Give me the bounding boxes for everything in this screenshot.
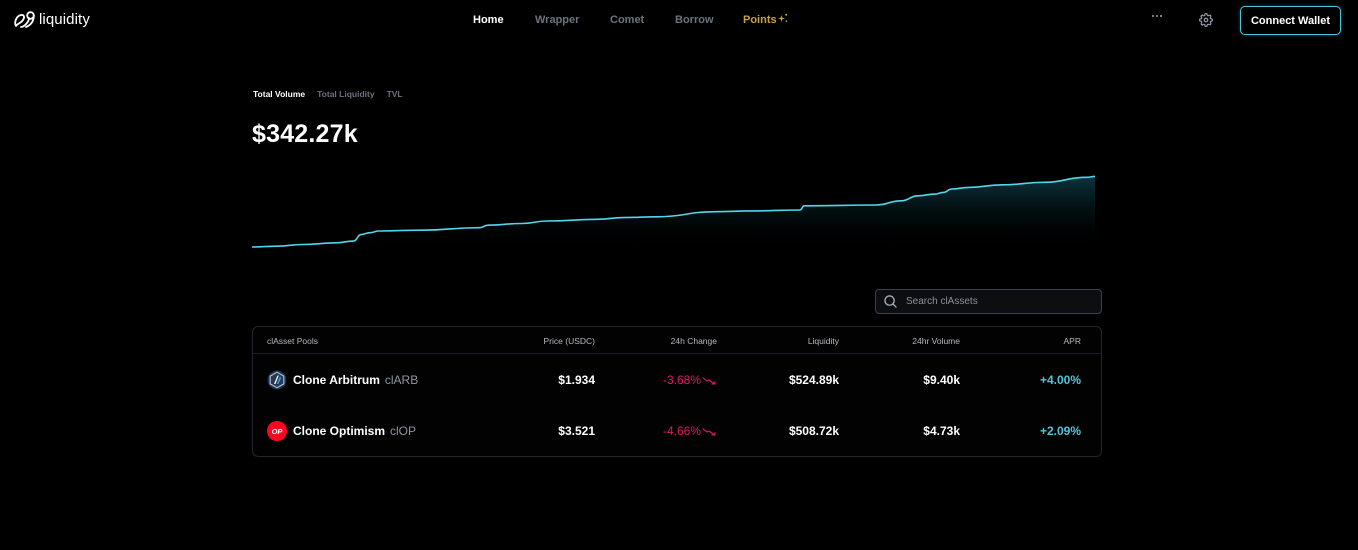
pool-symbol: clARB (384, 373, 419, 387)
nav-points[interactable]: Points (743, 13, 788, 26)
pool-liquidity: $508.72k (788, 424, 839, 438)
nav-points-label: Points (743, 14, 777, 26)
chart-line (252, 175, 1095, 248)
top-navigation-bar: liquidity Home Wrapper Comet Borrow Poin… (0, 0, 1358, 42)
volume-area-chart[interactable] (252, 150, 1095, 250)
pool-24h-change: -4.66% (663, 424, 717, 438)
pool-apr: +2.09% (1039, 424, 1081, 438)
svg-text:OP: OP (272, 427, 284, 436)
pool-name: Clone Optimism clOP (293, 424, 416, 438)
column-header-liquidity[interactable]: Liquidity (807, 336, 839, 346)
pool-24h-volume: $9.40k (923, 373, 960, 387)
metric-value: $342.27k (252, 120, 358, 148)
pool-price: $3.521 (558, 424, 595, 438)
pool-24h-change-value: -3.68% (662, 373, 701, 387)
ellipsis-icon (1152, 15, 1162, 17)
arbitrum-logo-icon (267, 370, 287, 390)
table-row[interactable]: Clone Arbitrum clARB $1.934 -3.68% $524.8… (253, 354, 1101, 405)
main-nav: Home Wrapper Comet Borrow Points (0, 13, 1358, 30)
logo-text: liquidity (39, 11, 90, 28)
tab-total-liquidity[interactable]: Total Liquidity (317, 89, 375, 99)
tab-total-volume[interactable]: Total Volume (253, 89, 306, 99)
pool-24h-change: -3.68% (663, 373, 717, 387)
trend-down-icon (702, 428, 716, 436)
pool-24h-volume: $4.73k (923, 424, 960, 438)
settings-button[interactable] (1199, 13, 1213, 27)
connect-wallet-button[interactable]: Connect Wallet (1240, 6, 1341, 35)
pool-24h-change-value: -4.66% (662, 424, 701, 438)
logo[interactable]: liquidity (13, 10, 90, 30)
pool-apr: +4.00% (1039, 373, 1081, 387)
column-header-pools[interactable]: clAsset Pools (267, 336, 319, 346)
gear-icon (1199, 13, 1213, 27)
tab-tvl[interactable]: TVL (386, 89, 403, 99)
nav-home[interactable]: Home (473, 14, 504, 26)
pools-table: clAsset Pools Price (USDC) 24h Change Li… (252, 326, 1102, 457)
search-box[interactable] (875, 289, 1102, 314)
nav-comet[interactable]: Comet (610, 14, 645, 26)
pool-name-text: Clone Optimism (293, 424, 386, 438)
column-header-change[interactable]: 24h Change (670, 336, 717, 346)
nav-wrapper[interactable]: Wrapper (535, 14, 580, 26)
search-icon (884, 295, 897, 308)
column-header-apr[interactable]: APR (1063, 336, 1081, 346)
table-row[interactable]: OP Clone Optimism clOP $3.521 -4.66% $508… (253, 405, 1101, 456)
optimism-logo-icon: OP (267, 421, 287, 441)
more-options-button[interactable] (1150, 10, 1164, 24)
nav-borrow[interactable]: Borrow (675, 14, 714, 26)
metric-tabs: Total Volume Total Liquidity TVL (253, 89, 403, 99)
table-header: clAsset Pools Price (USDC) 24h Change Li… (253, 327, 1101, 354)
trend-down-icon (702, 377, 716, 385)
pool-price: $1.934 (558, 373, 595, 387)
pool-name: Clone Arbitrum clARB (293, 373, 418, 387)
search-input[interactable] (906, 296, 1086, 307)
pool-liquidity: $524.89k (788, 373, 839, 387)
column-header-price[interactable]: Price (USDC) (543, 336, 595, 346)
column-header-volume[interactable]: 24hr Volume (912, 336, 960, 346)
pool-name-text: Clone Arbitrum (293, 373, 380, 387)
pool-symbol: clOP (390, 424, 417, 438)
sparkle-icon (777, 13, 787, 22)
chart-area-fill (252, 176, 1095, 250)
liquidity-logo-icon (14, 11, 35, 28)
